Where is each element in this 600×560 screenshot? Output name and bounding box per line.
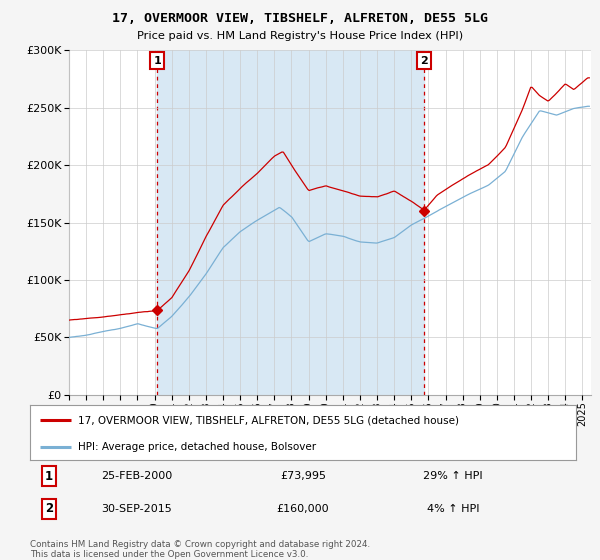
Text: 25-FEB-2000: 25-FEB-2000 bbox=[101, 471, 172, 481]
Text: 1: 1 bbox=[45, 470, 53, 483]
Text: 4% ↑ HPI: 4% ↑ HPI bbox=[427, 503, 479, 514]
Text: £73,995: £73,995 bbox=[280, 471, 326, 481]
Text: 29% ↑ HPI: 29% ↑ HPI bbox=[424, 471, 483, 481]
Text: 1: 1 bbox=[153, 55, 161, 66]
Text: Price paid vs. HM Land Registry's House Price Index (HPI): Price paid vs. HM Land Registry's House … bbox=[137, 31, 463, 41]
Text: £160,000: £160,000 bbox=[277, 503, 329, 514]
Text: 17, OVERMOOR VIEW, TIBSHELF, ALFRETON, DE55 5LG: 17, OVERMOOR VIEW, TIBSHELF, ALFRETON, D… bbox=[112, 12, 488, 25]
Text: HPI: Average price, detached house, Bolsover: HPI: Average price, detached house, Bols… bbox=[78, 442, 316, 451]
Text: 2: 2 bbox=[420, 55, 428, 66]
Text: 30-SEP-2015: 30-SEP-2015 bbox=[101, 503, 172, 514]
Text: 2: 2 bbox=[45, 502, 53, 515]
Bar bbox=[157, 50, 424, 395]
Text: 17, OVERMOOR VIEW, TIBSHELF, ALFRETON, DE55 5LG (detached house): 17, OVERMOOR VIEW, TIBSHELF, ALFRETON, D… bbox=[78, 416, 459, 425]
Text: Contains HM Land Registry data © Crown copyright and database right 2024.
This d: Contains HM Land Registry data © Crown c… bbox=[30, 540, 370, 559]
